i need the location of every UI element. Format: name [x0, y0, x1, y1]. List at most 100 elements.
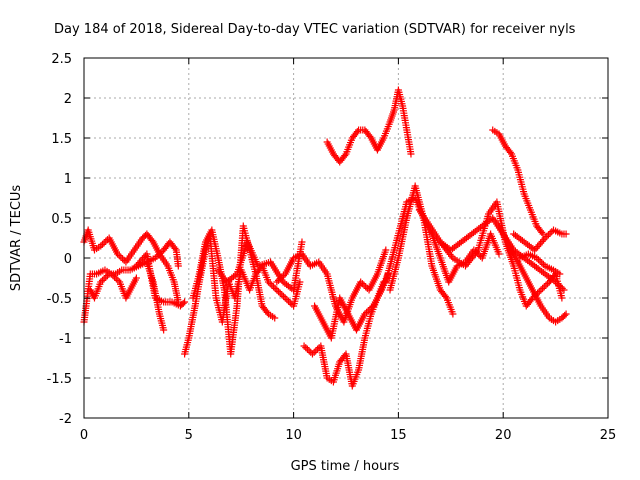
series-track-j: [300, 278, 388, 390]
data-point: [100, 239, 108, 247]
data-point: [280, 272, 288, 280]
data-point: [562, 230, 570, 238]
data-point: [114, 276, 122, 284]
data-point: [155, 251, 163, 259]
data-point: [102, 273, 110, 281]
data-point: [527, 296, 535, 304]
data-point: [300, 342, 308, 350]
data-point: [560, 286, 568, 294]
data-point: [281, 294, 289, 302]
data-point: [546, 229, 554, 237]
data-point: [358, 280, 366, 288]
data-point: [544, 280, 552, 288]
series-track-n: [386, 182, 457, 318]
data-point: [538, 237, 546, 245]
data-point: [160, 326, 168, 334]
series-track-l: [323, 86, 415, 166]
data-point: [539, 260, 547, 268]
series-track-t: [516, 250, 564, 278]
data-point: [353, 128, 361, 136]
data-point: [368, 304, 376, 312]
data-point: [303, 345, 311, 353]
series-track-g: [189, 222, 279, 358]
series-track-k: [311, 270, 392, 342]
data-point: [275, 276, 283, 284]
data-point: [156, 249, 164, 257]
data-point: [132, 274, 140, 282]
data-point: [280, 292, 288, 300]
data-point: [341, 152, 349, 160]
y-tick-label: -1: [59, 332, 72, 347]
data-point: [361, 310, 369, 318]
y-tick-label: -0.5: [47, 292, 72, 307]
data-point: [363, 308, 371, 316]
data-point: [556, 270, 564, 278]
data-point: [273, 278, 281, 286]
data-point: [296, 278, 304, 286]
data-point: [534, 243, 542, 251]
data-point: [312, 347, 320, 355]
data-point: [541, 234, 549, 242]
data-point: [537, 286, 545, 294]
series-track-r: [495, 222, 570, 326]
data-point: [561, 311, 569, 319]
data-point: [148, 236, 156, 244]
data-point: [537, 239, 545, 247]
data-point: [271, 314, 279, 322]
data-point: [103, 272, 111, 280]
data-point: [313, 345, 321, 353]
y-axis-label: SDTVAR / TECUs: [9, 185, 24, 292]
data-point: [539, 284, 547, 292]
data-point: [98, 276, 106, 284]
data-point: [273, 286, 281, 294]
data-point: [536, 257, 544, 265]
series-track-e: [143, 238, 182, 270]
data-point: [366, 305, 374, 313]
data-point: [506, 148, 514, 156]
plot-frame: [83, 57, 609, 419]
data-point: [98, 240, 106, 248]
data-point: [360, 281, 368, 289]
data-point: [543, 232, 551, 240]
data-point: [119, 255, 127, 263]
data-point: [275, 288, 283, 296]
data-point: [135, 259, 143, 267]
data-point: [140, 253, 148, 261]
data-point: [271, 284, 279, 292]
data-point: [540, 236, 548, 244]
data-point: [276, 275, 284, 283]
y-tick-label: 2: [64, 92, 72, 107]
data-point: [298, 238, 306, 246]
data-point: [357, 278, 365, 286]
data-point: [407, 150, 415, 158]
data-point: [534, 256, 542, 264]
data-point: [544, 231, 552, 239]
data-point: [540, 283, 548, 291]
y-tick-label: 0: [64, 252, 72, 267]
data-point: [264, 278, 272, 286]
data-point: [115, 252, 123, 260]
data-point: [441, 292, 449, 300]
data-point: [151, 254, 159, 262]
data-point: [495, 250, 503, 258]
y-tick-label: 2.5: [51, 52, 72, 67]
data-series: [80, 86, 570, 390]
x-tick-label: 10: [285, 428, 302, 443]
y-tick-label: 0.5: [51, 212, 72, 227]
x-axis-label: GPS time / hours: [291, 459, 400, 474]
data-point: [382, 246, 390, 254]
data-point: [362, 283, 370, 291]
data-point: [276, 289, 284, 297]
x-tick-label: 20: [495, 428, 512, 443]
data-point: [97, 242, 105, 250]
chart-title: Day 184 of 2018, Sidereal Day-to-day VTE…: [54, 22, 576, 37]
data-point: [171, 244, 179, 252]
data-point: [302, 344, 310, 352]
data-point: [102, 237, 110, 245]
data-point: [117, 253, 125, 261]
data-point: [531, 246, 539, 254]
data-point: [562, 310, 570, 318]
data-point: [100, 275, 108, 283]
data-point: [111, 273, 119, 281]
